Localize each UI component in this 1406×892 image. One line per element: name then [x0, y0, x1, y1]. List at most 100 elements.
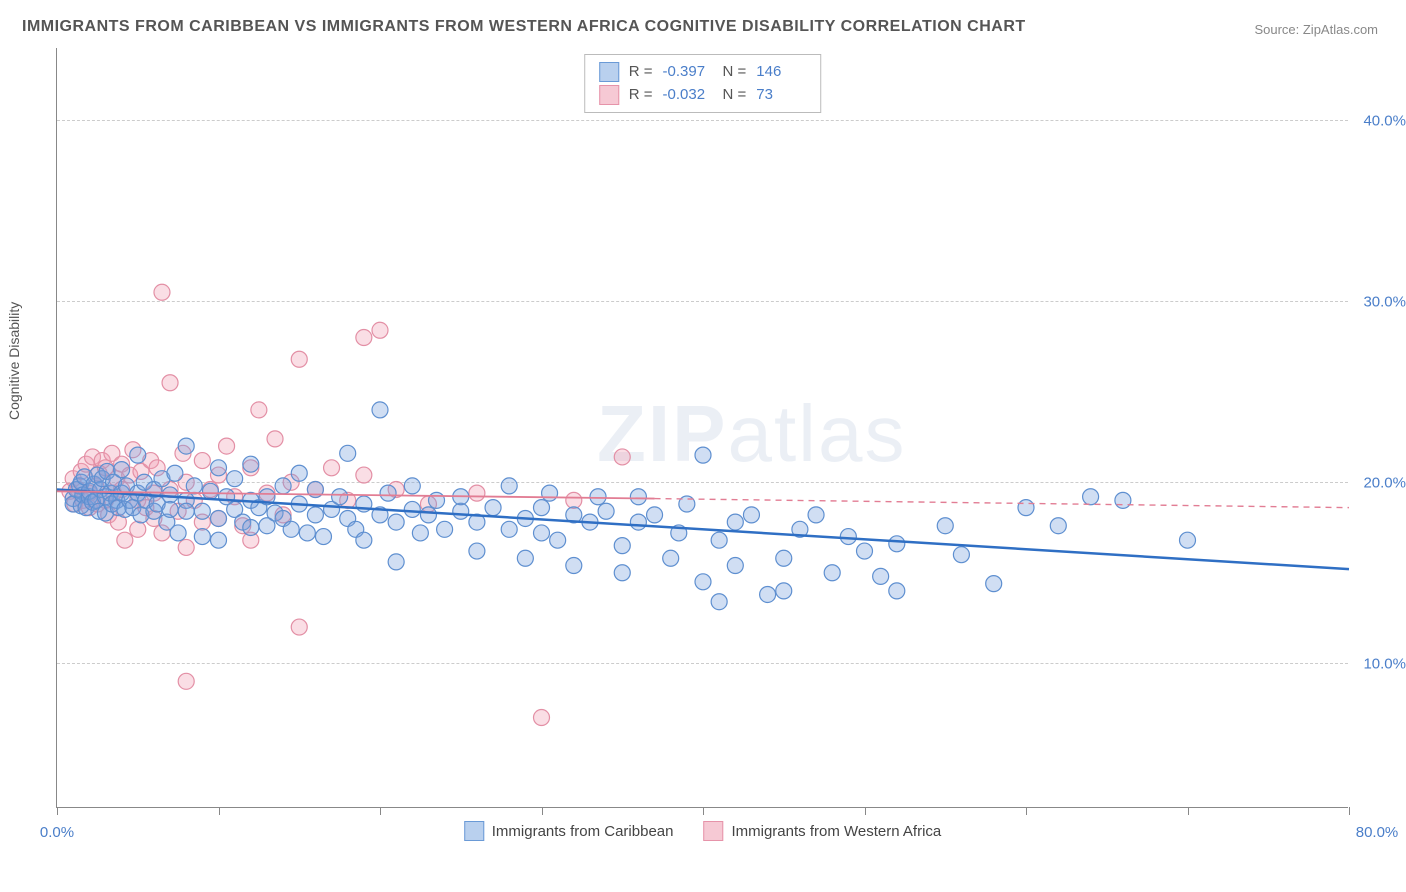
data-point [937, 518, 953, 534]
data-point [372, 402, 388, 418]
data-point [130, 447, 146, 463]
data-point [566, 492, 582, 508]
data-point [243, 456, 259, 472]
data-point [299, 525, 315, 541]
data-point [356, 532, 372, 548]
data-point [170, 525, 186, 541]
data-point [1018, 500, 1034, 516]
xtick-label: 80.0% [1356, 824, 1399, 841]
ytick-label: 40.0% [1363, 113, 1406, 130]
data-point [727, 558, 743, 574]
data-point [227, 471, 243, 487]
data-point [534, 525, 550, 541]
data-point [162, 501, 178, 517]
data-point [380, 485, 396, 501]
source-attribution: Source: ZipAtlas.com [1254, 22, 1378, 37]
data-point [501, 478, 517, 494]
data-point [711, 594, 727, 610]
data-point [1180, 532, 1196, 548]
y-axis-label: Cognitive Disability [6, 302, 22, 420]
data-point [534, 500, 550, 516]
swatch-caribbean [599, 62, 619, 82]
trend-line-extrapolated [655, 499, 1349, 508]
data-point [743, 507, 759, 523]
data-point [453, 503, 469, 519]
data-point [534, 710, 550, 726]
xtick [219, 807, 220, 815]
data-point [614, 538, 630, 554]
corr-row-caribbean: R =-0.397 N =146 [599, 61, 807, 84]
data-point [590, 489, 606, 505]
data-point [324, 460, 340, 476]
data-point [953, 547, 969, 563]
data-point [566, 558, 582, 574]
data-point [695, 574, 711, 590]
plot-area: ZIPatlas 10.0%20.0%30.0%40.0% 0.0%80.0% … [56, 48, 1348, 808]
data-point [211, 460, 227, 476]
xtick [1188, 807, 1189, 815]
data-point [275, 478, 291, 494]
ytick-label: 20.0% [1363, 475, 1406, 492]
data-point [202, 483, 218, 499]
legend-swatch-caribbean [464, 821, 484, 841]
data-point [117, 532, 133, 548]
data-point [614, 565, 630, 581]
legend-wafrica: Immigrants from Western Africa [703, 821, 941, 841]
data-point [437, 521, 453, 537]
legend-swatch-wafrica [703, 821, 723, 841]
data-point [857, 543, 873, 559]
data-point [695, 447, 711, 463]
data-point [194, 529, 210, 545]
legend-label-wafrica: Immigrants from Western Africa [731, 823, 941, 840]
xtick [380, 807, 381, 815]
data-point [372, 322, 388, 338]
data-point [291, 351, 307, 367]
data-point [332, 489, 348, 505]
data-point [429, 492, 445, 508]
data-point [130, 521, 146, 537]
legend-caribbean: Immigrants from Caribbean [464, 821, 674, 841]
data-point [291, 465, 307, 481]
xtick [703, 807, 704, 815]
ytick-label: 30.0% [1363, 294, 1406, 311]
legend-label-caribbean: Immigrants from Caribbean [492, 823, 674, 840]
xtick [1026, 807, 1027, 815]
data-point [808, 507, 824, 523]
data-point [469, 485, 485, 501]
data-point [986, 576, 1002, 592]
data-point [420, 507, 436, 523]
data-point [291, 619, 307, 635]
data-point [760, 586, 776, 602]
data-point [283, 521, 299, 537]
xtick [57, 807, 58, 815]
data-point [1115, 492, 1131, 508]
data-point [776, 550, 792, 566]
data-point [889, 583, 905, 599]
data-point [1050, 518, 1066, 534]
data-point [711, 532, 727, 548]
data-point [178, 438, 194, 454]
data-point [404, 501, 420, 517]
data-point [307, 507, 323, 523]
data-point [630, 489, 646, 505]
data-point [315, 529, 331, 545]
data-point [550, 532, 566, 548]
data-point [469, 543, 485, 559]
series-legend: Immigrants from Caribbean Immigrants fro… [464, 821, 942, 841]
xtick [1349, 807, 1350, 815]
data-point [178, 503, 194, 519]
data-point [404, 478, 420, 494]
swatch-wafrica [599, 85, 619, 105]
data-point [776, 583, 792, 599]
data-point [178, 539, 194, 555]
data-point [340, 445, 356, 461]
data-point [889, 536, 905, 552]
data-point [614, 449, 630, 465]
data-point [517, 550, 533, 566]
data-point [388, 554, 404, 570]
data-point [598, 503, 614, 519]
data-point [647, 507, 663, 523]
data-point [542, 485, 558, 501]
data-point [356, 467, 372, 483]
data-point [167, 465, 183, 481]
